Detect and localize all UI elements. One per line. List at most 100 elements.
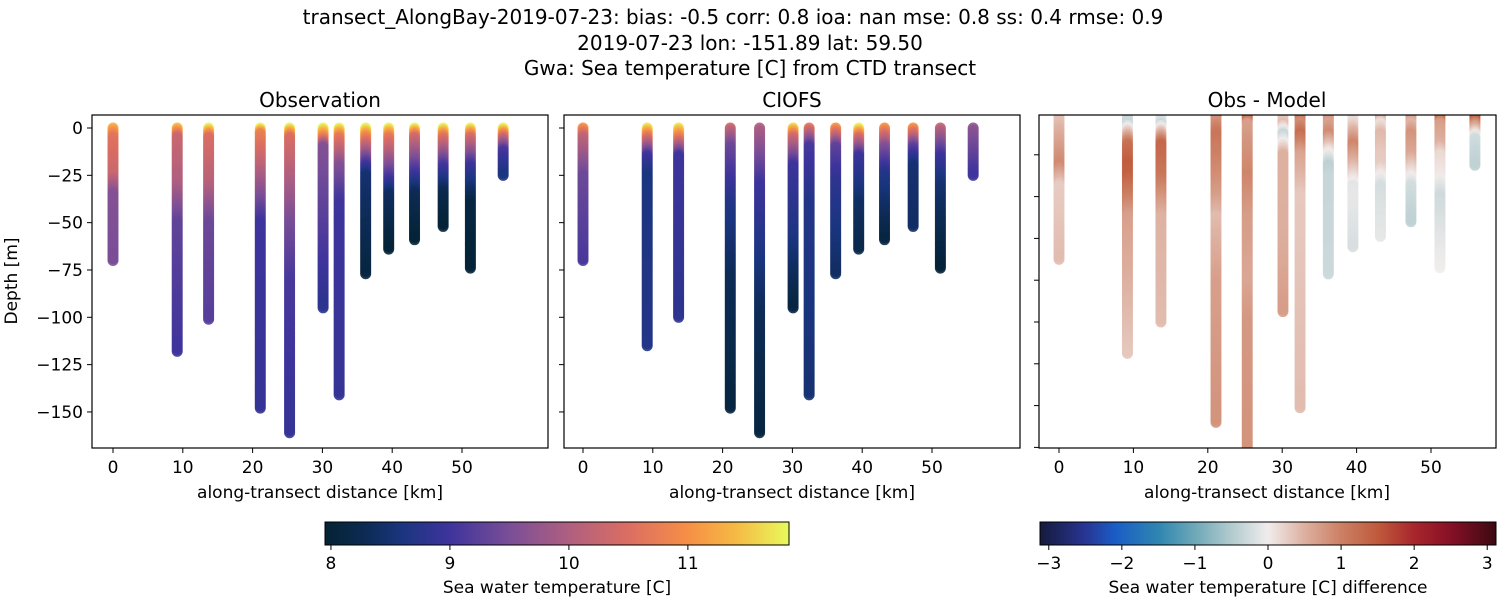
- x-tick-label: 0: [108, 458, 119, 478]
- data-point: [803, 389, 815, 401]
- x-tick-label: 30: [312, 458, 334, 478]
- data-point: [754, 427, 766, 439]
- cast-ciofs: [577, 122, 589, 267]
- data-point: [879, 234, 891, 246]
- cast-ciofs: [879, 122, 891, 246]
- cast-diff: [1322, 115, 1334, 280]
- data-point: [907, 220, 919, 232]
- data-point: [317, 302, 329, 314]
- data-point: [497, 169, 509, 181]
- y-tick-label: −150: [36, 403, 83, 423]
- figure-title-line-2: 2019-07-23 lon: -151.89 lat: 59.50: [577, 31, 923, 55]
- cast-ciofs: [967, 122, 979, 181]
- data-point: [1241, 443, 1253, 448]
- cast-observation: [171, 122, 183, 357]
- cast-observation: [383, 122, 395, 255]
- cast-ciofs: [853, 122, 865, 255]
- colorbar-tick-label: 0: [1263, 554, 1274, 574]
- data-point: [409, 234, 421, 246]
- data-point: [1277, 306, 1289, 318]
- cast-ciofs: [673, 122, 685, 323]
- cast-diff: [1469, 115, 1481, 171]
- data-point: [1210, 416, 1222, 428]
- data-point: [107, 255, 119, 267]
- data-point: [360, 268, 372, 280]
- panel-title-diff: Obs - Model: [1208, 88, 1327, 112]
- colorbar-tick-label: 1: [1336, 554, 1347, 574]
- x-tick-label: 40: [381, 458, 403, 478]
- cast-ciofs: [934, 122, 946, 274]
- y-tick-label: −75: [47, 261, 83, 281]
- data-point: [1434, 262, 1446, 274]
- data-point: [254, 402, 266, 414]
- axes-frame-diff: [1038, 114, 1497, 449]
- data-point: [577, 255, 589, 267]
- cast-observation: [464, 122, 476, 274]
- x-tick-label: 20: [1197, 458, 1219, 478]
- y-tick-label: −50: [47, 214, 83, 234]
- plot-area-diff: [1053, 115, 1481, 448]
- colorbar-tick-label: −1: [1182, 554, 1207, 574]
- cast-diff: [1155, 115, 1167, 328]
- x-tick-label: 50: [921, 458, 943, 478]
- cast-observation: [254, 122, 266, 414]
- data-point: [673, 311, 685, 323]
- x-axis-label-ciofs: along-transect distance [km]: [669, 483, 915, 503]
- colorbar-tick-label: 3: [1482, 554, 1493, 574]
- cast-observation: [409, 122, 421, 246]
- y-tick-label: 0: [72, 119, 83, 139]
- cast-observation: [107, 122, 119, 267]
- cast-ciofs: [907, 122, 919, 232]
- cast-diff: [1053, 115, 1065, 265]
- x-axis-label-diff: along-transect distance [km]: [1144, 483, 1390, 503]
- y-axis-label: Depth [m]: [2, 237, 22, 324]
- cast-observation: [203, 122, 215, 325]
- colorbar-label-difference: Sea water temperature [C] difference: [1108, 578, 1427, 598]
- panel-title-ciofs: CIOFS: [762, 88, 821, 112]
- data-point: [1294, 402, 1306, 414]
- axes-frame-observation: [91, 114, 549, 449]
- y-tick-label: −25: [47, 166, 83, 186]
- x-tick-label: 20: [242, 458, 264, 478]
- cast-diff: [1210, 115, 1222, 428]
- data-point: [724, 402, 736, 414]
- y-tick-label: −100: [36, 308, 83, 328]
- cast-ciofs: [754, 122, 766, 439]
- colorbar-tick-label: 2: [1409, 554, 1420, 574]
- data-point: [1155, 316, 1167, 328]
- cast-ciofs: [803, 122, 815, 401]
- figure-title-line-3: Gwa: Sea temperature [C] from CTD transe…: [524, 56, 976, 80]
- data-point: [830, 268, 842, 280]
- x-axis-label-observation: along-transect distance [km]: [197, 483, 443, 503]
- y-tick-label: −125: [36, 356, 83, 376]
- data-point: [934, 262, 946, 274]
- cast-ciofs: [641, 122, 653, 352]
- cast-ciofs: [724, 122, 736, 414]
- cast-ciofs: [830, 122, 842, 280]
- cast-observation: [437, 122, 449, 232]
- data-point: [641, 340, 653, 352]
- cast-observation: [360, 122, 372, 280]
- x-tick-label: 50: [1420, 458, 1442, 478]
- data-point: [967, 169, 979, 181]
- cast-diff: [1374, 115, 1386, 242]
- data-point: [171, 345, 183, 357]
- colorbar-tick-label: 8: [326, 554, 337, 574]
- data-point: [787, 302, 799, 314]
- data-point: [1121, 347, 1133, 359]
- cast-observation: [333, 122, 345, 401]
- data-point: [1405, 216, 1417, 228]
- cast-ciofs: [787, 122, 799, 314]
- colorbar-tick-label: −3: [1036, 554, 1061, 574]
- x-tick-label: 30: [782, 458, 804, 478]
- colorbar-tick-label: 9: [445, 554, 456, 574]
- cast-diff: [1405, 115, 1417, 228]
- x-tick-label: 40: [851, 458, 873, 478]
- colorbar-label-temperature: Sea water temperature [C]: [443, 578, 671, 598]
- data-point: [853, 243, 865, 255]
- x-tick-label: 20: [712, 458, 734, 478]
- cast-diff: [1434, 115, 1446, 274]
- cast-diff: [1121, 115, 1133, 359]
- data-point: [333, 389, 345, 401]
- panel-title-observation: Observation: [259, 88, 381, 112]
